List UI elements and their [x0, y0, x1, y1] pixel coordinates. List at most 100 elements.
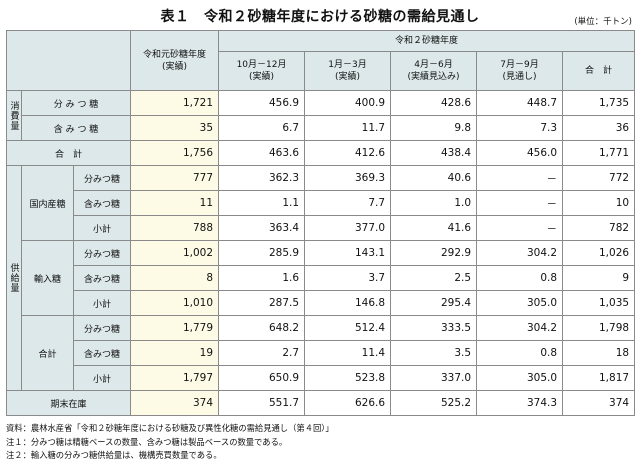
header-p3: 4月－6月 (実績見込み)	[390, 51, 478, 91]
table-cell: 305.0	[476, 365, 564, 391]
table-cell: 1,721	[130, 90, 220, 116]
table-cell: －	[476, 215, 564, 241]
table-cell: 19	[130, 340, 220, 366]
table-cell: 1,756	[130, 140, 220, 166]
table-row: 小計 1,010 287.5 146.8 295.4 305.0 1,035	[7, 290, 636, 316]
table-cell: 374.3	[476, 390, 564, 416]
header-corner	[5, 30, 132, 91]
table-row: 含みつ糖 11 1.1 7.7 1.0 － 10	[7, 190, 636, 216]
note-2: 注２：輸入糖の分みつ糖供給量は、機構売買数量である。	[6, 450, 222, 460]
table-cell: 377.0	[304, 215, 392, 241]
header-prev-year: 令和元砂糖年度 (実績)	[130, 30, 220, 91]
notes: 資料：農林水産省「令和２砂糖年度における砂糖及び異性化糖の需給見通し（第４回）」…	[6, 422, 334, 463]
table-cell: 10	[562, 190, 636, 216]
table-row: 合計 分みつ糖 1,779 648.2 512.4 333.5 304.2 1,798	[7, 315, 636, 391]
table-cell: 463.6	[218, 140, 306, 166]
domestic-label: 国内産糖	[21, 165, 74, 241]
table-cell: 7.3	[476, 115, 564, 141]
table-cell: 2.7	[218, 340, 306, 366]
row-label: 合 計	[5, 140, 132, 166]
table-row: 消費量 分 み つ 糖 1,721 456.9 400.9 428.6 448.7 1,7…	[6, 90, 636, 141]
table-cell: 7.7	[304, 190, 392, 216]
table-cell: 428.6	[390, 90, 478, 116]
table-cell: 41.6	[390, 215, 478, 241]
table-cell: 0.8	[476, 265, 564, 291]
row-label: 小計	[72, 290, 132, 316]
table-cell: 626.6	[304, 390, 392, 416]
supply-demand-table: 令和元砂糖年度 (実績) 令和２砂糖年度 10月－12月 (実績) 1月－3月 (実績…	[5, 30, 636, 416]
header-p4: 7月－9月 (見通し)	[476, 51, 564, 91]
table-cell: 8	[130, 265, 220, 291]
table-cell: 1,035	[562, 290, 636, 316]
row-label: 小計	[72, 365, 132, 391]
table-cell: 9.8	[390, 115, 478, 141]
table-row: 合 計 1,756 463.6 412.6 438.4 456.0 1,771	[5, 140, 636, 166]
combined-label: 合計	[21, 315, 74, 391]
table-cell: 6.7	[218, 115, 306, 141]
table-cell: 1,010	[130, 290, 220, 316]
imported-label: 輸入糖	[21, 240, 74, 316]
table-cell: 362.3	[218, 165, 306, 191]
table-cell: 1,798	[562, 315, 636, 341]
table-cell: －	[476, 165, 564, 191]
table-cell: 525.2	[390, 390, 478, 416]
table-row: 期末在庫 374 551.7 626.6 525.2 374.3 374	[5, 390, 636, 416]
table-row: 供給量 国内産糖 分みつ糖 777 362.3 369.3 40.6 － 772	[6, 165, 636, 391]
header-fy2020: 令和２砂糖年度	[218, 30, 636, 52]
table-cell: 3.7	[304, 265, 392, 291]
row-label: 分みつ糖	[72, 315, 132, 341]
table-cell: 0.8	[476, 340, 564, 366]
table-cell: 304.2	[476, 315, 564, 341]
table-cell: 412.6	[304, 140, 392, 166]
source-note: 資料：農林水産省「令和２砂糖年度における砂糖及び異性化糖の需給見通し（第４回）」	[6, 423, 334, 433]
table-cell: 18	[562, 340, 636, 366]
table-cell: 143.1	[304, 240, 392, 266]
table-cell: 1,002	[130, 240, 220, 266]
row-label: 含みつ糖	[72, 340, 132, 366]
table-row: 含みつ糖 8 1.6 3.7 2.5 0.8 9	[7, 265, 636, 291]
table-cell: 1.6	[218, 265, 306, 291]
table-cell: 1,735	[562, 90, 636, 116]
table-row: 含みつ糖 19 2.7 11.4 3.5 0.8 18	[7, 340, 636, 366]
header-total: 合 計	[562, 51, 636, 91]
table-cell: 304.2	[476, 240, 564, 266]
table-cell: 337.0	[390, 365, 478, 391]
table-cell: 2.5	[390, 265, 478, 291]
page-title: 表１ 令和２砂糖年度における砂糖の需給見通し	[160, 9, 480, 25]
table-cell: 40.6	[390, 165, 478, 191]
table-cell: －	[476, 190, 564, 216]
table-cell: 1,779	[130, 315, 220, 341]
table-cell: 146.8	[304, 290, 392, 316]
table-cell: 551.7	[218, 390, 306, 416]
table-cell: 11.7	[304, 115, 392, 141]
table-cell: 648.2	[218, 315, 306, 341]
table-row: 小計 788 363.4 377.0 41.6 － 782	[7, 215, 636, 241]
table-cell: 438.4	[390, 140, 478, 166]
row-label: 分みつ糖	[72, 240, 132, 266]
table-cell: 523.8	[304, 365, 392, 391]
table-cell: 9	[562, 265, 636, 291]
table-cell: 305.0	[476, 290, 564, 316]
note-1: 注１：分みつ糖は精糖ベースの数量、含みつ糖は製品ベースの数量である。	[6, 436, 288, 447]
table-cell: 11	[130, 190, 220, 216]
table-cell: 456.0	[476, 140, 564, 166]
table-cell: 374	[562, 390, 636, 416]
table-cell: 333.5	[390, 315, 478, 341]
table-cell: 772	[562, 165, 636, 191]
header-p2: 1月－3月 (実績)	[304, 51, 392, 91]
header-p1: 10月－12月 (実績)	[218, 51, 306, 91]
table-cell: 369.3	[304, 165, 392, 191]
table-cell: 363.4	[218, 215, 306, 241]
table-cell: 11.4	[304, 340, 392, 366]
row-label: 含 み つ 糖	[20, 115, 132, 141]
table-cell: 1.0	[390, 190, 478, 216]
header-row-2: 10月－12月 (実績) 1月－3月 (実績) 4月－6月 (実績見込み) 7月－9月…	[7, 51, 636, 91]
table-cell: 456.9	[218, 90, 306, 116]
table-cell: 777	[130, 165, 220, 191]
row-label: 含みつ糖	[72, 190, 132, 216]
table-cell: 3.5	[390, 340, 478, 366]
row-label: 小計	[72, 215, 132, 241]
row-label: 含みつ糖	[72, 265, 132, 291]
table-cell: 1,771	[562, 140, 636, 166]
table-cell: 292.9	[390, 240, 478, 266]
